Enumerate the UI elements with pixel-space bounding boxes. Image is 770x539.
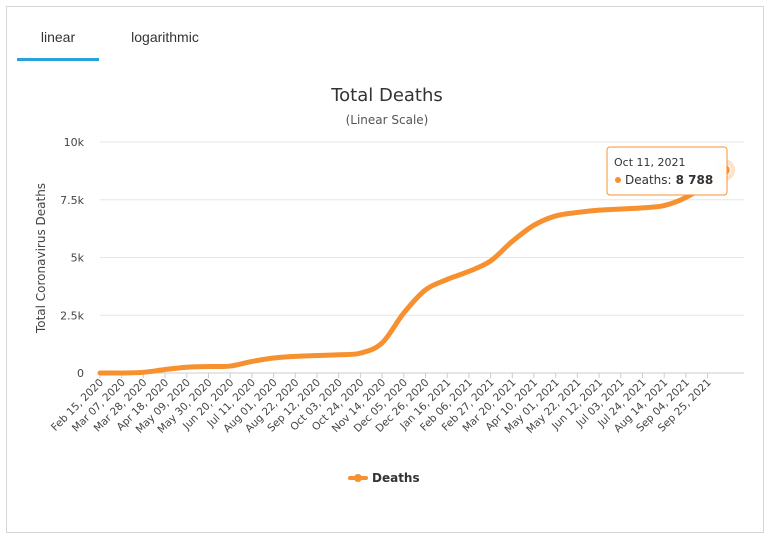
chart-subtitle: (Linear Scale): [346, 113, 429, 127]
data-point[interactable]: [120, 371, 124, 375]
tooltip-box: [606, 146, 728, 196]
data-point[interactable]: [489, 259, 493, 263]
data-point[interactable]: [228, 364, 232, 368]
data-point[interactable]: [380, 341, 384, 345]
tooltip-value: 8 788: [676, 173, 714, 187]
y-tick-label: 0: [77, 367, 84, 380]
data-point[interactable]: [445, 277, 449, 281]
tooltip: Oct 11, 2021 Deaths: 8 788: [606, 146, 728, 196]
data-point[interactable]: [250, 359, 254, 363]
tooltip-label: Deaths:: [625, 173, 672, 187]
series-line-deaths[interactable]: [97, 167, 727, 376]
y-axis-ticks: 0 2.5k 5k 7.5k 10k: [60, 136, 84, 380]
data-point[interactable]: [315, 353, 319, 357]
tab-logarithmic[interactable]: logarithmic: [131, 29, 199, 45]
data-point[interactable]: [532, 223, 536, 227]
scale-tabs: linear logarithmic: [17, 7, 757, 61]
tooltip-value-row: Deaths: 8 788: [625, 173, 713, 187]
y-tick-label: 2.5k: [60, 309, 84, 322]
tooltip-series-dot-icon: [615, 177, 621, 183]
data-point[interactable]: [597, 208, 601, 212]
data-point[interactable]: [619, 207, 623, 211]
data-point[interactable]: [207, 365, 211, 369]
data-point[interactable]: [185, 365, 189, 369]
data-point[interactable]: [272, 356, 276, 360]
data-point[interactable]: [163, 368, 167, 372]
data-point[interactable]: [98, 371, 102, 375]
grid-lines: [100, 141, 744, 374]
legend-label-deaths[interactable]: Deaths: [372, 471, 420, 485]
y-tick-label: 10k: [64, 136, 85, 149]
data-point[interactable]: [575, 210, 579, 214]
y-tick-label: 5k: [71, 252, 85, 265]
data-point[interactable]: [293, 354, 297, 358]
data-point[interactable]: [402, 311, 406, 315]
data-point[interactable]: [662, 204, 666, 208]
chart-title: Total Deaths: [330, 85, 443, 106]
data-point[interactable]: [510, 239, 514, 243]
data-point[interactable]: [424, 288, 428, 292]
data-point[interactable]: [554, 214, 558, 218]
chart-container: linear logarithmic: [6, 6, 764, 533]
data-point[interactable]: [358, 351, 362, 355]
tooltip-date: Oct 11, 2021: [614, 156, 686, 169]
data-point[interactable]: [141, 370, 145, 374]
legend[interactable]: Deaths: [348, 471, 420, 485]
data-point[interactable]: [467, 269, 471, 273]
y-tick-label: 7.5k: [60, 194, 84, 207]
data-point[interactable]: [684, 195, 688, 199]
tab-linear[interactable]: linear: [17, 7, 99, 61]
data-point[interactable]: [641, 206, 645, 210]
data-point[interactable]: [337, 353, 341, 357]
legend-marker-icon: [354, 474, 362, 482]
y-axis-label: Total Coronavirus Deaths: [34, 183, 48, 334]
